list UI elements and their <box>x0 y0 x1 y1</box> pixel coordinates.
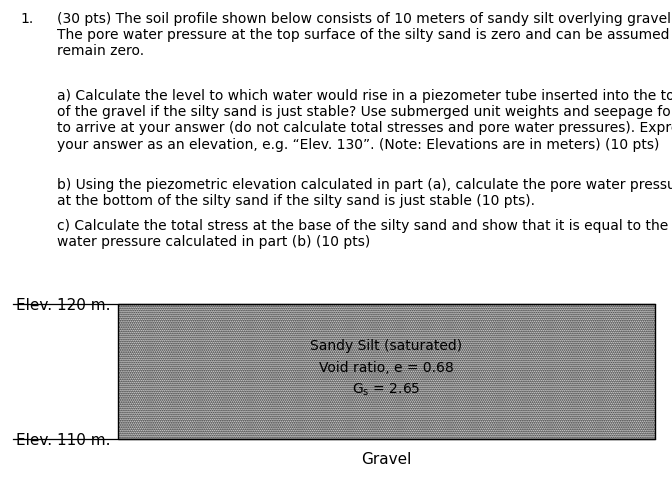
Text: (30 pts) The soil profile shown below consists of 10 meters of sandy silt overly: (30 pts) The soil profile shown below co… <box>57 12 672 58</box>
Bar <box>118 305 655 439</box>
Text: Sandy Silt (saturated): Sandy Silt (saturated) <box>310 338 462 353</box>
Text: a) Calculate the level to which water would rise in a piezometer tube inserted i: a) Calculate the level to which water wo… <box>57 89 672 151</box>
Text: Gravel: Gravel <box>362 451 411 466</box>
Text: $\mathregular{G_s}$ = 2.65: $\mathregular{G_s}$ = 2.65 <box>352 381 421 397</box>
Text: Elev. 120 m.: Elev. 120 m. <box>16 297 111 312</box>
Text: b) Using the piezometric elevation calculated in part (a), calculate the pore wa: b) Using the piezometric elevation calcu… <box>57 178 672 208</box>
Text: 1.: 1. <box>20 12 34 26</box>
Text: Void ratio, e = 0.68: Void ratio, e = 0.68 <box>319 360 454 374</box>
Text: Elev. 110 m.: Elev. 110 m. <box>16 432 111 447</box>
Text: c) Calculate the total stress at the base of the silty sand and show that it is : c) Calculate the total stress at the bas… <box>57 218 672 249</box>
